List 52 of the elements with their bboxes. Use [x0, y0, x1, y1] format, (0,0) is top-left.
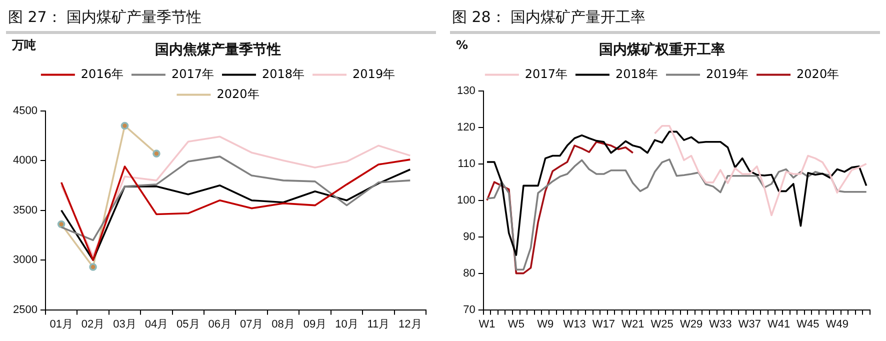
legend-label: 2017年 — [171, 66, 214, 81]
x-tick-label: 07月 — [240, 318, 264, 330]
x-tick-label: 11月 — [367, 318, 390, 330]
legend-label: 2018年 — [262, 66, 305, 81]
chart-title: 图 28： 国内煤矿产量开工率 — [450, 6, 880, 34]
x-tick-label: W33 — [709, 318, 732, 330]
x-tick-label: W17 — [592, 318, 616, 330]
y-axis-title: 万吨 — [11, 38, 36, 52]
x-tick-label: W45 — [796, 318, 820, 330]
x-tick-label: W49 — [826, 318, 848, 330]
x-tick-label: W9 — [537, 318, 554, 330]
x-tick-label: 06月 — [208, 318, 232, 330]
x-tick-label: W5 — [508, 318, 524, 330]
x-tick-label: W25 — [650, 318, 674, 330]
x-tick-label: 05月 — [176, 318, 200, 330]
y-tick-label: 90 — [463, 230, 476, 243]
y-tick-label: 2500 — [12, 304, 38, 316]
x-tick-label: 01月 — [50, 318, 73, 330]
y-tick-label: 4500 — [12, 104, 38, 117]
y-tick-label: 70 — [463, 304, 476, 316]
x-tick-label: W21 — [622, 318, 644, 330]
y-axis-title: % — [456, 38, 468, 52]
legend-label: 2020年 — [216, 86, 260, 101]
legend-label: 2016年 — [80, 66, 124, 81]
y-tick-label: 130 — [456, 84, 476, 97]
chart-subtitle: 国内焦煤产量季节性 — [155, 41, 281, 58]
legend-label: 2018年 — [615, 66, 658, 81]
x-tick-label: W41 — [767, 318, 790, 330]
x-tick-label: 08月 — [272, 318, 295, 330]
x-tick-label: 09月 — [303, 318, 327, 330]
x-tick-label: 03月 — [113, 318, 136, 330]
chart-subtitle: 国内煤矿权重开工率 — [599, 41, 725, 58]
x-tick-label: W37 — [738, 318, 761, 330]
y-tick-label: 3000 — [12, 254, 38, 266]
x-tick-label: W13 — [563, 318, 586, 330]
legend-label: 2019年 — [706, 66, 749, 81]
legend-label: 2017年 — [524, 66, 568, 81]
x-tick-label: 10月 — [335, 318, 358, 330]
y-tick-label: 4000 — [12, 154, 38, 167]
x-tick-label: W29 — [680, 318, 703, 330]
y-tick-label: 110 — [458, 158, 476, 170]
chart-title: 图 27： 国内煤矿产量季节性 — [6, 6, 436, 34]
x-tick-label: 02月 — [81, 318, 105, 330]
x-tick-label: 04月 — [144, 318, 168, 330]
legend-label: 2019年 — [352, 66, 396, 81]
x-tick-label: 12月 — [398, 318, 422, 330]
y-tick-label: 100 — [456, 194, 476, 206]
y-tick-label: 80 — [463, 267, 476, 280]
legend-label: 2020年 — [796, 66, 840, 81]
y-tick-label: 3500 — [12, 204, 38, 216]
x-tick-label: W1 — [478, 318, 496, 330]
y-tick-label: 120 — [456, 121, 476, 134]
